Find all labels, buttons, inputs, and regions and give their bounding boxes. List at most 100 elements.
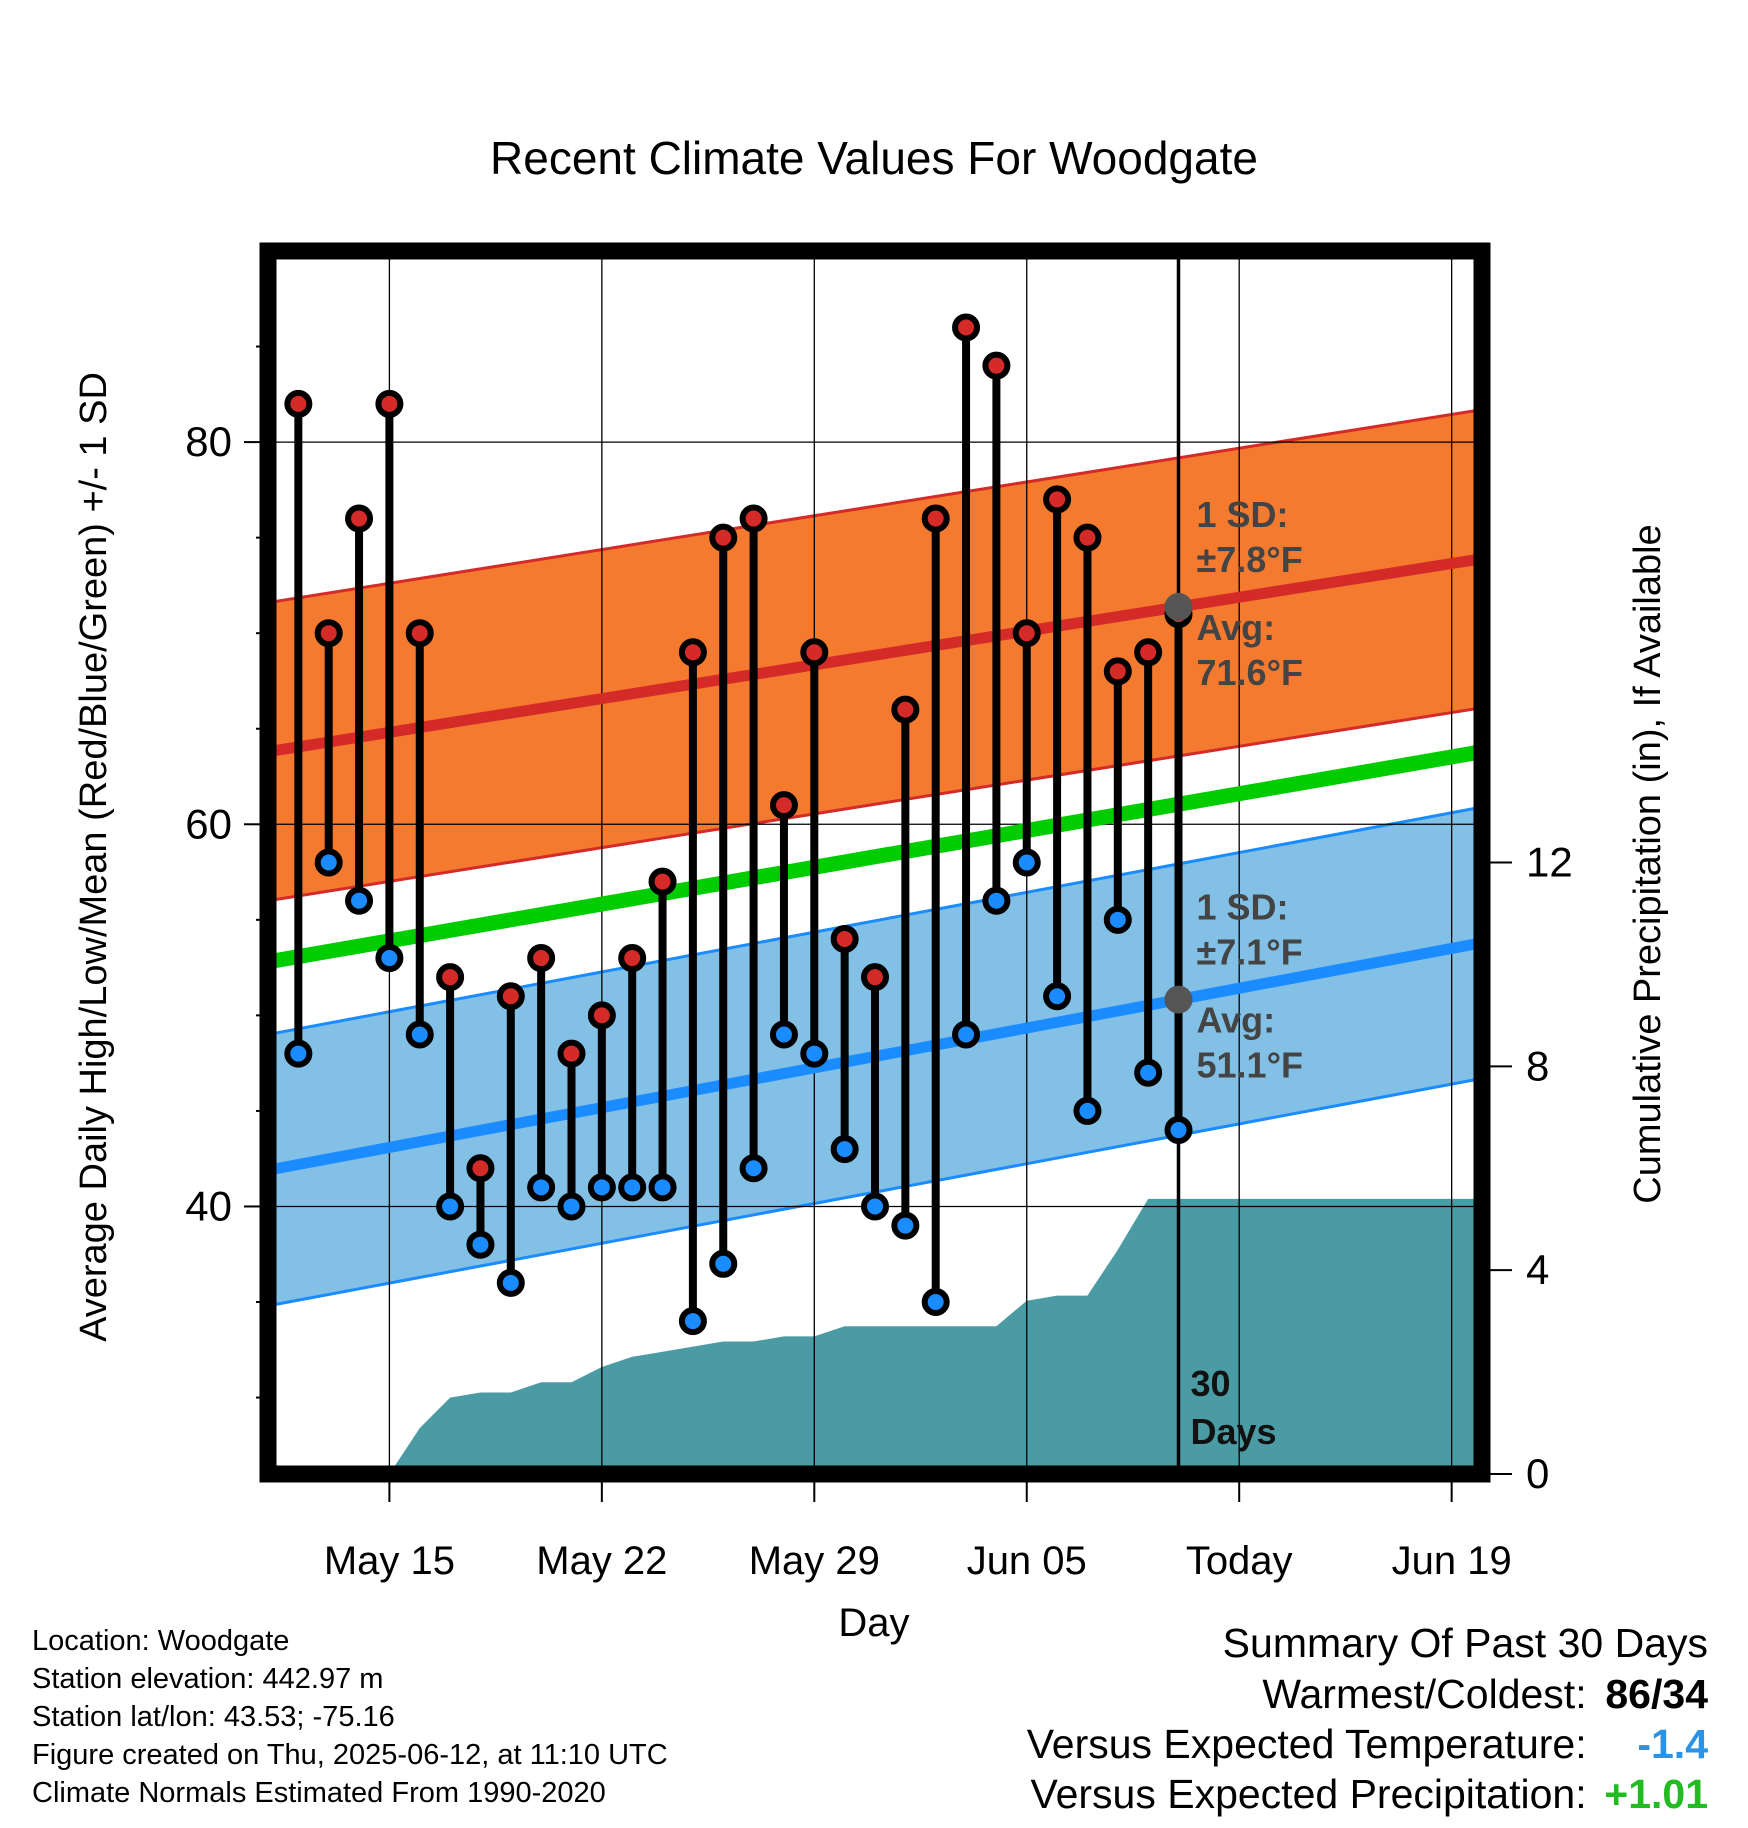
daily-high-marker: [982, 351, 1011, 380]
daily-low-marker: [345, 886, 374, 915]
daily-low-marker: [830, 1135, 859, 1164]
daily-high-marker: [345, 504, 374, 533]
y2-tick-label: 12: [1526, 839, 1573, 886]
daily-low-marker: [861, 1192, 889, 1221]
elevation-text: Station elevation: 442.97 m: [32, 1663, 384, 1695]
daily-high-marker: [739, 504, 768, 533]
daily-high-marker: [1134, 638, 1163, 667]
daily-high-marker: [1103, 657, 1132, 686]
daily-high-marker: [466, 1154, 495, 1183]
coldest-value: 34: [1662, 1671, 1708, 1717]
daily-low-marker: [921, 1288, 950, 1317]
daily-low-marker: [678, 1307, 707, 1336]
precip-area: [392, 1198, 1478, 1470]
normal-high-line: [272, 553, 1478, 757]
temp-anomaly-row: Versus Expected Temperature: -1.4: [1027, 1719, 1708, 1769]
x-tick-label: May 15: [324, 1539, 455, 1583]
created-text: Figure created on Thu, 2025-06-12, at 11…: [32, 1739, 668, 1771]
daily-low-marker: [527, 1173, 556, 1202]
daily-low-marker: [587, 1173, 616, 1202]
low-sd-label: 1 SD:: [1197, 887, 1289, 928]
daily-high-marker: [952, 313, 981, 342]
daily-low-marker: [557, 1192, 586, 1221]
chart-title: Recent Climate Values For Woodgate: [490, 132, 1258, 184]
y-tick-label: 60: [185, 800, 232, 847]
precip-anomaly-row: Versus Expected Precipitation: +1.01: [1027, 1769, 1709, 1819]
daily-low-marker: [1164, 1116, 1193, 1145]
warm-cold-row: Warmest/Coldest: 86/34: [1027, 1669, 1708, 1719]
y-tick-label: 40: [185, 1182, 232, 1229]
daily-high-marker: [709, 523, 738, 552]
plot-frame: [259, 242, 1491, 1483]
daily-high-marker: [587, 1001, 616, 1030]
daily-low-marker: [436, 1192, 465, 1221]
summary-title: Summary Of Past 30 Days: [1222, 1620, 1708, 1666]
x-tick-label: Jun 19: [1392, 1539, 1512, 1583]
daily-low-marker: [1073, 1096, 1102, 1125]
high-sd-label: 1 SD:: [1197, 494, 1289, 535]
daily-high-marker: [800, 638, 829, 667]
daily-low-marker: [1134, 1058, 1163, 1087]
daily-low-marker: [1043, 982, 1072, 1011]
daily-high-marker: [527, 944, 556, 973]
x-tick-label: Jun 05: [967, 1539, 1087, 1583]
daily-high-marker: [678, 638, 707, 667]
warm-cold-value: 86/34: [1598, 1669, 1708, 1719]
y-axis-label: Average Daily High/Low/Mean (Red/Blue/Gr…: [73, 372, 115, 1342]
daily-high-marker: [405, 619, 434, 648]
daily-high-marker: [375, 389, 404, 418]
daily-low-marker: [709, 1249, 738, 1278]
daily-low-marker: [952, 1020, 981, 1049]
daily-high-marker: [648, 867, 677, 896]
summary-panel: Summary Of Past 30 Days Warmest/Coldest:…: [1027, 1620, 1708, 1819]
x-tick-label: May 22: [536, 1539, 667, 1583]
daily-low-marker: [1103, 905, 1132, 934]
daily-low-marker: [405, 1020, 434, 1049]
location-text: Location: Woodgate: [32, 1625, 290, 1657]
x-tick-label: Today: [1186, 1539, 1293, 1583]
y2-axis-label: Cumulative Precipitation (in), If Availa…: [1627, 524, 1669, 1203]
daily-high-marker: [1043, 485, 1072, 514]
temp-anomaly-value: -1.4: [1637, 1721, 1708, 1767]
daily-low-marker: [375, 944, 404, 973]
y2-tick-label: 8: [1526, 1042, 1549, 1089]
daily-low-marker: [496, 1268, 525, 1297]
daily-high-marker: [830, 924, 859, 953]
daily-low-marker: [648, 1173, 677, 1202]
warm-cold-slash: /: [1650, 1671, 1663, 1717]
window-count-label: 30: [1191, 1363, 1231, 1404]
daily-high-marker: [314, 619, 343, 648]
daily-high-marker: [496, 982, 525, 1011]
normals-text: Climate Normals Estimated From 1990-2020: [32, 1777, 606, 1809]
daily-low-marker: [800, 1039, 829, 1068]
daily-low-marker: [739, 1154, 768, 1183]
temp-anomaly-label: Versus Expected Temperature:: [1026, 1721, 1587, 1767]
daily-low-marker: [891, 1211, 920, 1240]
daily-high-marker: [436, 963, 465, 992]
daily-low-marker: [314, 848, 343, 877]
high-sd-value: ±7.8°F: [1197, 539, 1303, 580]
precip-anomaly-value: +1.01: [1604, 1771, 1708, 1817]
today-low-avg-marker: [1164, 985, 1193, 1014]
high-avg-value: 71.6°F: [1197, 652, 1303, 693]
low-avg-label: Avg:: [1197, 1000, 1276, 1041]
daily-high-marker: [284, 389, 313, 418]
x-tick-label: May 29: [749, 1539, 880, 1583]
daily-high-marker: [921, 504, 950, 533]
normal-high-band-lower-edge: [272, 706, 1478, 902]
low-avg-value: 51.1°F: [1197, 1045, 1303, 1086]
daily-high-marker: [1073, 523, 1102, 552]
station-info: Location: Woodgate Station elevation: 44…: [32, 1622, 668, 1812]
normal-mean-line: [272, 744, 1478, 969]
daily-high-marker: [557, 1039, 586, 1068]
window-unit-label: Days: [1191, 1411, 1277, 1452]
y2-tick-label: 0: [1526, 1450, 1549, 1497]
daily-low-marker: [618, 1173, 647, 1202]
daily-low-marker: [466, 1230, 495, 1259]
daily-low-marker: [982, 886, 1011, 915]
today-high-avg-marker: [1164, 592, 1193, 621]
daily-high-marker: [1012, 619, 1041, 648]
daily-high-marker: [861, 963, 889, 992]
